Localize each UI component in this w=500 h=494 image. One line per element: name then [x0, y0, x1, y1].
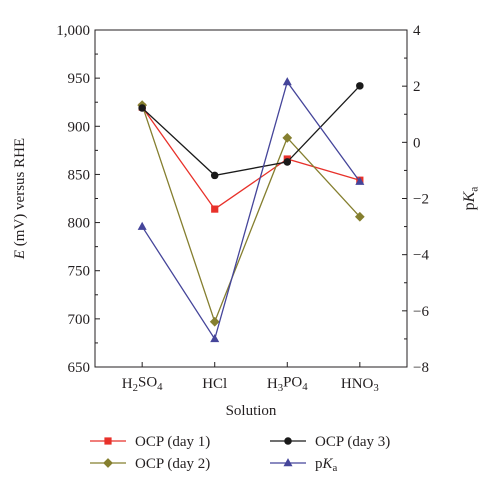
- left-tick-label: 850: [68, 167, 91, 183]
- right-tick-label: −4: [413, 248, 429, 264]
- data-point: [209, 316, 220, 327]
- x-tick-label: HCl: [202, 376, 227, 392]
- legend-marker: [103, 458, 113, 468]
- data-point: [356, 82, 364, 90]
- data-point: [354, 211, 365, 222]
- data-point: [355, 176, 365, 185]
- left-axis-title: E (mV) versus RHE: [12, 138, 28, 260]
- right-tick-label: 0: [413, 135, 421, 151]
- legend-item-1: OCP (day 2): [90, 456, 210, 472]
- series-3: [137, 77, 365, 343]
- left-tick-label: 800: [68, 216, 91, 232]
- plot-border: [94, 29, 408, 368]
- left-tick-label: 700: [68, 312, 91, 328]
- legend-label: pKa: [315, 456, 338, 474]
- text-part: a: [468, 187, 480, 192]
- text-part: p: [315, 456, 323, 472]
- x-axis: H2SO4 HCl H3PO4 HNO3: [122, 362, 379, 394]
- series-line: [141, 85, 361, 177]
- right-axis-title: pKa: [461, 187, 480, 211]
- text-part: a: [333, 462, 338, 474]
- text-part: 4: [302, 381, 308, 393]
- legend-label: OCP (day 2): [135, 456, 210, 472]
- right-tick-label: −6: [413, 304, 429, 320]
- data-point: [138, 104, 146, 112]
- legend-item-3: pKa: [270, 456, 338, 474]
- text-part: PO: [283, 375, 302, 391]
- legend-item-0: OCP (day 1): [90, 434, 210, 450]
- legend-label: OCP (day 1): [135, 434, 210, 450]
- series-1: [137, 100, 365, 327]
- plot-frame: [94, 29, 408, 368]
- left-tick-label: 900: [68, 119, 91, 135]
- axis-titles: Solution E (mV) versus RHE pKa: [12, 138, 480, 419]
- right-tick-label: 2: [413, 79, 421, 95]
- text-part: SO: [138, 375, 157, 391]
- data-point: [283, 158, 292, 166]
- left-y-axis: 650 700 750 800 850 900 950 1,000: [56, 23, 100, 376]
- text-part: 3: [373, 382, 378, 394]
- text-part: K: [461, 190, 478, 203]
- data-point: [137, 221, 147, 230]
- left-tick-label: 650: [68, 360, 91, 376]
- data-point: [211, 205, 219, 213]
- series-line: [141, 106, 361, 210]
- right-y-axis: −8 −6 −4 −2 0 2 4: [402, 23, 429, 376]
- data-point: [210, 171, 219, 180]
- left-tick-label: 750: [68, 264, 91, 280]
- series-line: [141, 80, 361, 341]
- series-2: [138, 82, 364, 180]
- x-tick-label: H2SO4: [122, 375, 163, 395]
- text-part: OCP (day 1): [135, 434, 210, 450]
- text-part: 2: [133, 382, 138, 394]
- x-tick-label: HNO3: [341, 376, 379, 394]
- legend: OCP (day 1) OCP (day 2) OCP (day 3) pKa: [90, 434, 390, 474]
- text-part: E: [12, 250, 28, 260]
- text-part: p: [461, 202, 478, 210]
- right-tick-label: 4: [413, 23, 421, 39]
- text-part: 3: [278, 382, 283, 394]
- left-tick-label: 950: [68, 71, 91, 87]
- text-part: HCl: [202, 376, 227, 392]
- legend-label: OCP (day 3): [315, 434, 390, 450]
- legend-item-2: OCP (day 3): [270, 434, 390, 450]
- data-point: [282, 132, 293, 143]
- data-point: [210, 334, 220, 343]
- x-tick-label: H3PO4: [267, 375, 308, 395]
- legend-marker: [104, 437, 112, 445]
- right-tick-label: −8: [413, 360, 429, 376]
- legend-marker: [283, 458, 293, 467]
- text-part: K: [322, 456, 334, 472]
- x-axis-title: Solution: [226, 403, 277, 419]
- legend-marker: [284, 437, 292, 445]
- left-tick-label: 1,000: [56, 23, 90, 39]
- right-tick-label: −2: [413, 192, 429, 208]
- text-part: OCP (day 2): [135, 456, 210, 472]
- series-line: [141, 104, 361, 324]
- text-part: H: [267, 376, 278, 392]
- text-part: (mV) versus RHE: [12, 138, 28, 250]
- text-part: H: [122, 376, 133, 392]
- text-part: 4: [157, 381, 163, 393]
- data-point: [282, 77, 292, 86]
- text-part: HNO: [341, 376, 374, 392]
- text-part: OCP (day 3): [315, 434, 390, 450]
- series-layer: [137, 77, 365, 343]
